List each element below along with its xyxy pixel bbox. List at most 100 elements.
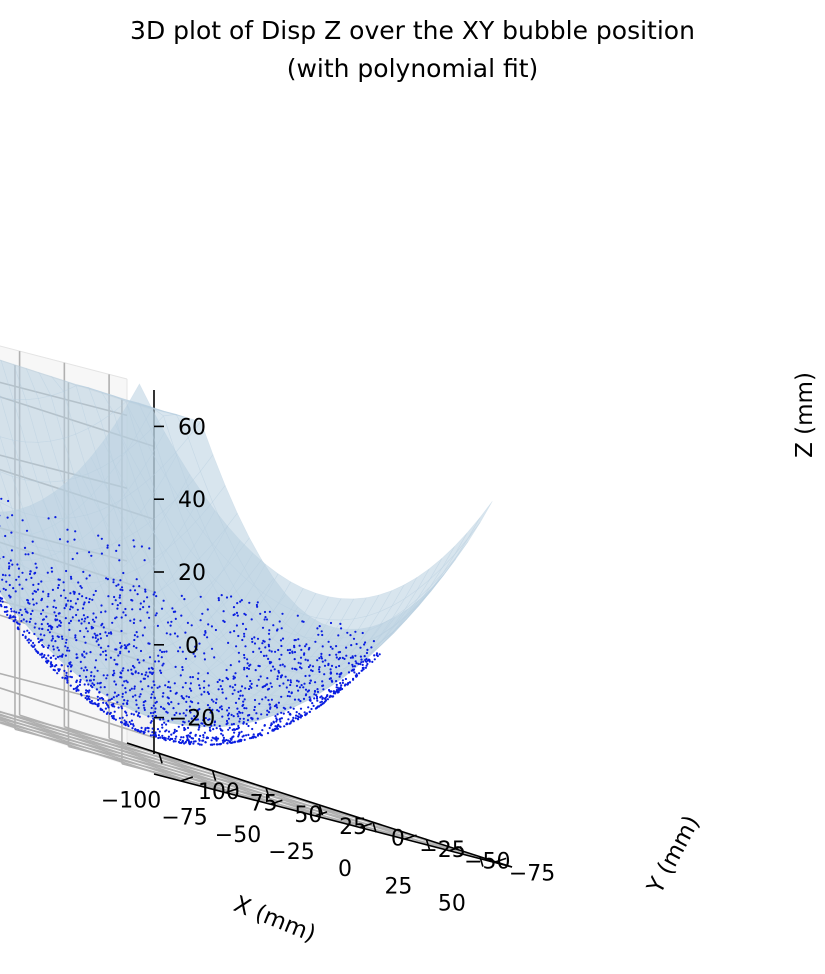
data-point: [113, 717, 116, 720]
data-point: [4, 574, 7, 577]
data-point: [267, 632, 271, 635]
data-point: [234, 672, 237, 675]
data-point: [278, 620, 281, 623]
data-point: [283, 725, 286, 728]
data-point: [69, 605, 72, 608]
data-point: [263, 610, 267, 614]
data-point: [48, 631, 52, 634]
data-point: [202, 719, 205, 722]
data-point: [265, 683, 269, 686]
data-point: [58, 538, 62, 541]
data-point: [194, 645, 197, 648]
data-point: [142, 704, 145, 707]
data-point: [215, 698, 218, 701]
data-point: [141, 634, 144, 637]
data-point: [31, 552, 34, 555]
y-axis-line: [153, 773, 513, 868]
data-point: [265, 618, 269, 621]
data-point: [311, 665, 315, 668]
data-point: [154, 710, 157, 714]
y-tick-mark: [270, 799, 283, 805]
data-point: [349, 634, 352, 637]
data-point: [362, 666, 365, 670]
data-point: [42, 618, 46, 621]
data-point: [309, 664, 312, 667]
data-point: [185, 700, 188, 704]
data-point: [122, 611, 125, 614]
y-axis-label: Y (mm): [642, 811, 705, 898]
data-point: [87, 621, 91, 625]
data-point: [320, 630, 323, 633]
data-point: [167, 697, 170, 700]
data-point: [17, 567, 20, 570]
data-point: [56, 625, 59, 629]
data-point: [7, 562, 11, 565]
data-point: [85, 679, 88, 682]
data-point: [263, 724, 266, 727]
data-point: [174, 617, 177, 621]
data-point: [173, 632, 177, 635]
data-point: [105, 577, 108, 580]
data-point: [127, 650, 130, 653]
data-point: [37, 582, 40, 586]
data-point: [96, 669, 99, 672]
data-point: [280, 711, 283, 714]
data-point: [186, 621, 189, 625]
data-point: [288, 695, 291, 698]
data-point: [261, 729, 264, 732]
data-point: [225, 668, 228, 672]
data-point: [164, 730, 167, 733]
data-point: [1, 573, 5, 577]
data-point: [175, 729, 178, 733]
data-point: [35, 602, 38, 605]
data-point: [213, 723, 216, 727]
data-point: [104, 707, 107, 710]
data-point: [103, 686, 106, 689]
data-point: [66, 665, 69, 668]
data-point: [304, 688, 308, 691]
data-point: [29, 570, 32, 573]
data-point: [144, 590, 147, 593]
data-point: [111, 704, 114, 707]
data-point: [118, 596, 121, 599]
data-point: [238, 720, 241, 723]
data-point: [135, 578, 138, 581]
data-point: [331, 680, 334, 683]
data-point: [130, 712, 133, 716]
data-point: [242, 717, 245, 720]
data-point: [69, 599, 72, 603]
grid-line-y: [64, 725, 450, 852]
data-point: [148, 671, 151, 674]
data-point: [149, 711, 152, 715]
data-point: [97, 704, 100, 707]
data-point: [34, 562, 37, 565]
data-point: [256, 717, 259, 720]
data-point: [102, 650, 105, 653]
data-point: [335, 656, 338, 659]
data-point: [160, 650, 164, 654]
data-point: [157, 654, 160, 657]
data-point: [222, 741, 225, 744]
data-point: [162, 599, 165, 602]
data-point: [212, 700, 215, 703]
data-point: [97, 534, 100, 537]
data-point: [133, 666, 136, 669]
data-point: [217, 688, 220, 691]
data-point: [50, 661, 53, 664]
data-point: [255, 603, 258, 607]
data-point: [208, 706, 211, 709]
data-point: [212, 728, 215, 731]
data-point: [102, 674, 105, 677]
data-point: [291, 650, 294, 653]
data-point: [261, 626, 265, 629]
data-point: [246, 666, 249, 670]
data-point: [351, 665, 354, 668]
data-point: [324, 659, 327, 662]
data-point: [158, 685, 161, 688]
data-point: [126, 723, 129, 726]
data-point: [162, 692, 165, 695]
data-point: [24, 635, 27, 638]
data-point: [40, 612, 43, 615]
data-point: [267, 657, 270, 661]
